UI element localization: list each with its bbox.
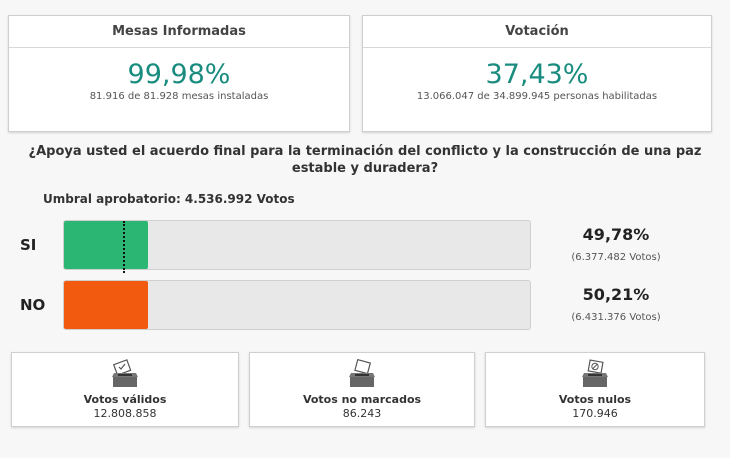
votos-nulos-card: Votos nulos 170.946: [485, 352, 705, 427]
mesas-title: Mesas Informadas: [9, 16, 349, 48]
votos-validos-value: 12.808.858: [93, 407, 157, 420]
mesas-percent: 99,98%: [127, 59, 231, 90]
option-no-votes: (6.431.376 Votos): [571, 312, 661, 323]
votos-no-marcados-label: Votos no marcados: [302, 393, 422, 406]
votos-no-marcados-card: Votos no marcados 86.243: [249, 352, 475, 427]
option-no-bar-fill: [64, 281, 148, 329]
votos-validos-card: Votos válidos 12.808.858: [11, 352, 239, 427]
votos-validos-label: Votos válidos: [83, 393, 167, 406]
option-si-bar-fill: [64, 221, 148, 269]
votacion-title: Votación: [363, 16, 711, 48]
option-no-bar: [63, 280, 531, 330]
mesas-informadas-card: Mesas Informadas 99,98% 81.916 de 81.928…: [8, 15, 350, 132]
votacion-card: Votación 37,43% 13.066.047 de 34.899.945…: [362, 15, 712, 132]
votacion-percent: 37,43%: [485, 59, 589, 90]
option-no-label: NO: [20, 296, 46, 314]
votos-nulos-label: Votos nulos: [558, 393, 632, 406]
votos-nulos-value: 170.946: [572, 407, 618, 420]
question-text: ¿Apoya usted el acuerdo final para la te…: [28, 144, 702, 176]
umbral-label: Umbral aprobatorio: 4.536.992 Votos: [43, 192, 295, 206]
option-si-label: SI: [20, 236, 37, 254]
option-si-percent: 49,78%: [582, 225, 650, 244]
option-si-bar: [63, 220, 531, 273]
option-no-percent: 50,21%: [582, 285, 650, 304]
option-si-votes: (6.377.482 Votos): [571, 252, 661, 263]
ballot-box-blank-icon: [349, 359, 375, 387]
ballot-box-check-icon: [112, 359, 138, 387]
mesas-detail: 81.916 de 81.928 mesas instaladas: [89, 91, 269, 102]
umbral-threshold-line: [123, 221, 125, 273]
ballot-box-null-icon: [582, 359, 608, 387]
votos-no-marcados-value: 86.243: [342, 407, 382, 420]
votacion-detail: 13.066.047 de 34.899.945 personas habili…: [416, 91, 658, 102]
